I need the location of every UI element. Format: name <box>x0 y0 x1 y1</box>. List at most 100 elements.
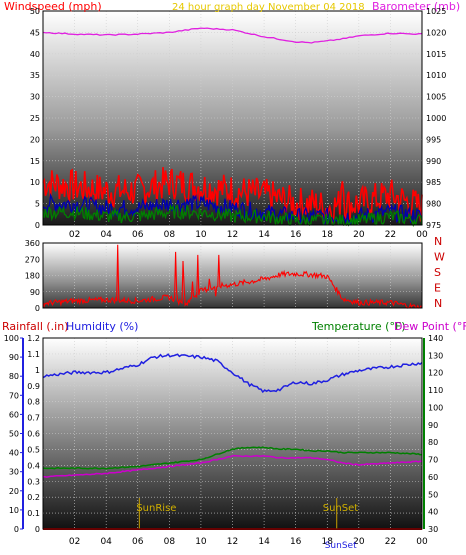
temp-tick-label: 50 <box>428 490 438 499</box>
x-tick-label: 04 <box>100 537 112 547</box>
dir-tick-label: 0 <box>35 304 40 313</box>
wind-tick-label: 5 <box>35 200 40 209</box>
series-temp-line <box>42 446 423 470</box>
sunset-label: SunSet <box>323 503 359 514</box>
x-tick-label: 06 <box>132 537 144 547</box>
x-tick-label: 14 <box>258 230 270 240</box>
tick-labels: 0510152025303540455097598098599099510001… <box>4 7 447 547</box>
temp-tick-label: 70 <box>428 456 438 465</box>
wind-tick-label: 45 <box>30 28 40 37</box>
dir-tick-label: 180 <box>25 272 40 281</box>
temp-tick-label: 100 <box>428 403 443 412</box>
temp-tick-label: 90 <box>428 421 438 430</box>
temp-tick-label: 30 <box>428 525 438 534</box>
x-tick-label: 18 <box>322 537 334 547</box>
temp-tick-label: 130 <box>428 351 443 360</box>
dir-tick-label: 360 <box>25 239 40 248</box>
wind-tick-label: 10 <box>30 178 40 187</box>
rain-grid <box>43 338 422 529</box>
baro-tick-label: 1000 <box>426 114 446 123</box>
direction-grid <box>43 243 422 308</box>
wind-tick-label: 20 <box>30 135 40 144</box>
humidity-tick-label: 60 <box>9 410 19 419</box>
baro-tick-label: 1025 <box>426 7 446 16</box>
humidity-tick-label: 10 <box>9 506 19 515</box>
rain-tick-label: 0.5 <box>27 445 40 454</box>
compass-label: N <box>434 297 442 310</box>
x-tick-label: 22 <box>385 537 396 547</box>
baro-tick-label: 975 <box>426 221 441 230</box>
dir-tick-label: 90 <box>30 288 40 297</box>
sunset-axis-label: SunSet <box>325 541 357 551</box>
sunrise-label: SunRise <box>136 503 176 514</box>
humidity-tick-label: 100 <box>4 334 19 343</box>
wind-tick-label: 50 <box>30 7 40 16</box>
series-baro-line <box>42 27 423 44</box>
humidity-tick-label: 0 <box>14 525 19 534</box>
rain-tick-label: 1.2 <box>27 334 40 343</box>
compass-label: E <box>434 282 441 295</box>
x-tick-label: 06 <box>132 230 144 240</box>
humidity-tick-label: 70 <box>9 391 19 400</box>
baro-tick-label: 1015 <box>426 50 446 59</box>
rain-tick-label: 0 <box>35 525 40 534</box>
temp-tick-label: 140 <box>428 334 443 343</box>
x-tick-label: 10 <box>195 230 207 240</box>
temperature-label: Temperature (°F) <box>311 320 406 333</box>
x-tick-label: 02 <box>69 230 80 240</box>
chart-title: 24 hour graph day November 04 2018 <box>172 2 365 13</box>
windspeed-label: Windspeed (mph) <box>4 0 102 13</box>
wind-tick-label: 30 <box>30 93 40 102</box>
rain-panel-frame <box>42 337 423 530</box>
wind-panel-frame <box>42 10 423 226</box>
wind-series <box>42 27 423 228</box>
rain-tick-label: 0.7 <box>27 414 40 423</box>
x-tick-label: 22 <box>385 230 396 240</box>
series-direction-line <box>42 244 423 309</box>
x-tick-label: 00 <box>416 230 428 240</box>
x-tick-label: 04 <box>100 230 112 240</box>
baro-tick-label: 995 <box>426 135 441 144</box>
dir-tick-label: 270 <box>25 255 40 264</box>
series-wind_green-line <box>42 203 423 228</box>
temp-tick-label: 80 <box>428 438 438 447</box>
rain-tick-label: 0.3 <box>27 477 40 486</box>
barometer-label: Barometer (mb) <box>372 0 460 13</box>
humidity-tick-label: 50 <box>9 430 19 439</box>
baro-tick-label: 1005 <box>426 93 446 102</box>
humidity-tick-label: 80 <box>9 372 19 381</box>
rain-tick-label: 0.1 <box>27 509 40 518</box>
x-tick-label: 12 <box>227 537 238 547</box>
humidity-tick-label: 20 <box>9 487 19 496</box>
temp-tick-label: 60 <box>428 473 438 482</box>
wind-tick-label: 0 <box>35 221 40 230</box>
wind-tick-label: 25 <box>30 114 40 123</box>
compass-label: N <box>434 235 442 248</box>
humidity-tick-label: 40 <box>9 449 19 458</box>
humidity-tick-label: 90 <box>9 353 19 362</box>
x-tick-label: 18 <box>322 230 334 240</box>
x-tick-label: 20 <box>353 537 365 547</box>
rain-tick-label: 1.1 <box>27 350 40 359</box>
x-tick-label: 16 <box>290 537 302 547</box>
x-tick-label: 20 <box>353 230 365 240</box>
rain-tick-label: 0.4 <box>27 461 40 470</box>
rain-tick-label: 0.2 <box>27 493 40 502</box>
compass-label: S <box>434 266 441 279</box>
baro-tick-label: 1010 <box>426 71 446 80</box>
wind-tick-label: 15 <box>30 157 40 166</box>
humidity-label: Humidity (%) <box>66 320 138 333</box>
compass-label: W <box>434 251 445 264</box>
x-tick-label: 12 <box>227 230 238 240</box>
x-tick-label: 14 <box>258 537 270 547</box>
baro-tick-label: 985 <box>426 178 441 187</box>
wind-tick-label: 40 <box>30 50 40 59</box>
baro-tick-label: 1020 <box>426 28 446 37</box>
rain-tick-label: 0.8 <box>27 398 40 407</box>
temp-tick-label: 110 <box>428 386 443 395</box>
series-dew-line <box>42 454 422 478</box>
temp-tick-label: 120 <box>428 369 443 378</box>
temp-tick-label: 40 <box>428 508 438 517</box>
rain-tick-label: 0.9 <box>27 382 40 391</box>
